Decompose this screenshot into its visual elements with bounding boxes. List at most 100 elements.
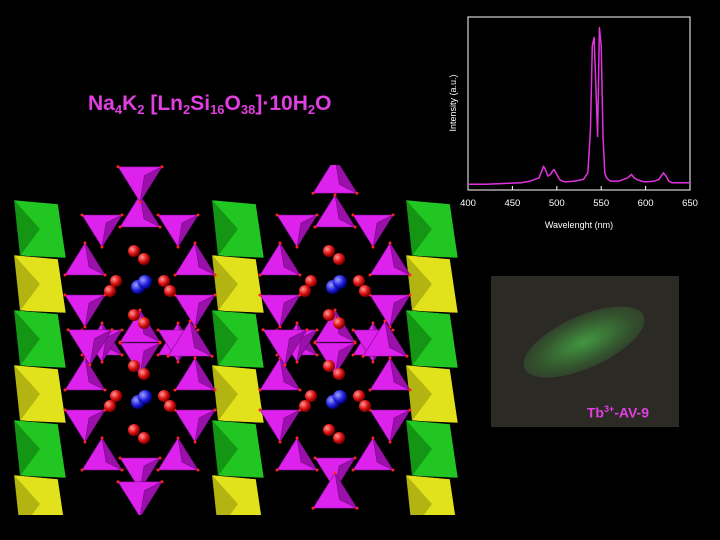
- silicate-tetrahedron: [166, 319, 214, 358]
- silicate-tetrahedron: [351, 213, 395, 249]
- green-octahedron: [405, 199, 459, 259]
- spectrum-series-line: [468, 26, 690, 186]
- water-oxygen-atom: [138, 368, 150, 380]
- label-charge: 3+: [603, 404, 615, 415]
- water-oxygen-atom: [158, 390, 170, 402]
- yellow-octahedron: [13, 474, 64, 515]
- yellow-octahedron: [405, 364, 459, 424]
- silicate-tetrahedron: [63, 408, 107, 444]
- label-element: Tb: [586, 405, 604, 421]
- silicate-tetrahedron: [116, 480, 164, 515]
- water-oxygen-atom: [323, 245, 335, 257]
- formula-part: Na: [88, 92, 115, 115]
- chemical-formula: Na4K2 [Ln2Si16O38]·10H2O: [88, 92, 331, 117]
- silicate-tetrahedron: [63, 241, 107, 277]
- water-oxygen-atom: [138, 317, 150, 329]
- water-oxygen-atom: [333, 368, 345, 380]
- green-octahedron: [405, 309, 459, 369]
- water-oxygen-atom: [305, 275, 317, 287]
- water-oxygen-atom: [158, 275, 170, 287]
- water-oxygen-atom: [299, 400, 311, 412]
- silicate-tetrahedron: [118, 193, 162, 229]
- water-oxygen-atom: [128, 360, 140, 372]
- water-oxygen-atom: [128, 245, 140, 257]
- water-oxygen-atom: [333, 317, 345, 329]
- silicate-tetrahedron: [261, 328, 309, 367]
- water-oxygen-atom: [138, 432, 150, 444]
- sodium-atom: [333, 275, 347, 289]
- formula-subscript: 2: [307, 102, 316, 117]
- sodium-atom: [138, 275, 152, 289]
- formula-part: K: [122, 92, 138, 115]
- green-octahedron: [405, 419, 459, 479]
- emission-spectrum-chart: 400 450 500 550 600 650 Wavelenght (nm) Inten…: [448, 16, 698, 230]
- silicate-tetrahedron: [173, 241, 217, 277]
- formula-subscript: 38: [240, 102, 256, 117]
- silicate-tetrahedron: [368, 293, 412, 329]
- yellow-octahedron: [405, 254, 459, 314]
- silicate-tetrahedron: [156, 213, 200, 249]
- formula-part: [Ln: [144, 92, 183, 115]
- x-tick-label: 650: [682, 198, 698, 209]
- formula-part: O: [224, 92, 241, 115]
- yellow-octahedron: [13, 364, 67, 424]
- luminescence-photo: Tb3+-AV-9: [491, 276, 679, 427]
- yellow-octahedron: [211, 474, 262, 515]
- silicate-tetrahedron: [80, 213, 124, 249]
- water-oxygen-atom: [164, 400, 176, 412]
- green-octahedron: [13, 199, 67, 259]
- yellow-octahedron: [405, 474, 456, 515]
- water-oxygen-atom: [353, 390, 365, 402]
- water-oxygen-atom: [359, 400, 371, 412]
- silicate-tetrahedron: [258, 241, 302, 277]
- x-tick-label: 600: [638, 198, 654, 209]
- silicate-tetrahedron: [368, 356, 412, 392]
- silicate-tetrahedron: [116, 165, 164, 204]
- water-oxygen-atom: [359, 285, 371, 297]
- green-glow: [514, 291, 654, 393]
- water-oxygen-atom: [323, 424, 335, 436]
- silicate-tetrahedron: [368, 408, 412, 444]
- water-oxygen-atom: [323, 309, 335, 321]
- water-oxygen-atom: [138, 253, 150, 265]
- crystal-structure-image: [13, 165, 459, 515]
- water-oxygen-atom: [305, 390, 317, 402]
- silicate-tetrahedron: [66, 328, 114, 367]
- silicate-tetrahedron: [368, 241, 412, 277]
- silicate-tetrahedron: [275, 213, 319, 249]
- water-oxygen-atom: [104, 400, 116, 412]
- formula-part: O: [315, 92, 332, 115]
- sodium-atom: [333, 390, 347, 404]
- formula-part: ]·10H: [255, 92, 308, 115]
- water-oxygen-atom: [323, 360, 335, 372]
- water-oxygen-atom: [128, 424, 140, 436]
- silicate-tetrahedron: [63, 293, 107, 329]
- green-octahedron: [13, 309, 67, 369]
- silicate-tetrahedron: [63, 356, 107, 392]
- x-tick-label: 400: [460, 198, 476, 209]
- silicate-tetrahedron: [258, 356, 302, 392]
- silicate-tetrahedron: [351, 436, 395, 472]
- silicate-tetrahedron: [313, 193, 357, 229]
- x-tick-label: 450: [504, 198, 520, 209]
- formula-part: Si: [190, 92, 211, 115]
- water-oxygen-atom: [333, 432, 345, 444]
- water-oxygen-atom: [110, 275, 122, 287]
- green-octahedron: [211, 309, 265, 369]
- silicate-tetrahedron: [313, 341, 357, 377]
- silicate-tetrahedron: [173, 293, 217, 329]
- silicate-tetrahedron: [311, 165, 359, 195]
- label-suffix: -AV-9: [614, 405, 649, 421]
- silicate-tetrahedron: [173, 408, 217, 444]
- silicate-tetrahedron: [275, 436, 319, 472]
- formula-subscript: 2: [137, 102, 145, 117]
- x-axis-title: Wavelenght (nm): [545, 220, 613, 230]
- yellow-octahedron: [211, 254, 265, 314]
- silicate-tetrahedron: [258, 293, 302, 329]
- water-oxygen-atom: [164, 285, 176, 297]
- green-octahedron: [211, 419, 265, 479]
- y-axis-title: Intensity (a.u.): [448, 74, 458, 131]
- silicate-tetrahedron: [80, 436, 124, 472]
- silicate-tetrahedron: [118, 341, 162, 377]
- silicate-tetrahedron: [361, 319, 409, 358]
